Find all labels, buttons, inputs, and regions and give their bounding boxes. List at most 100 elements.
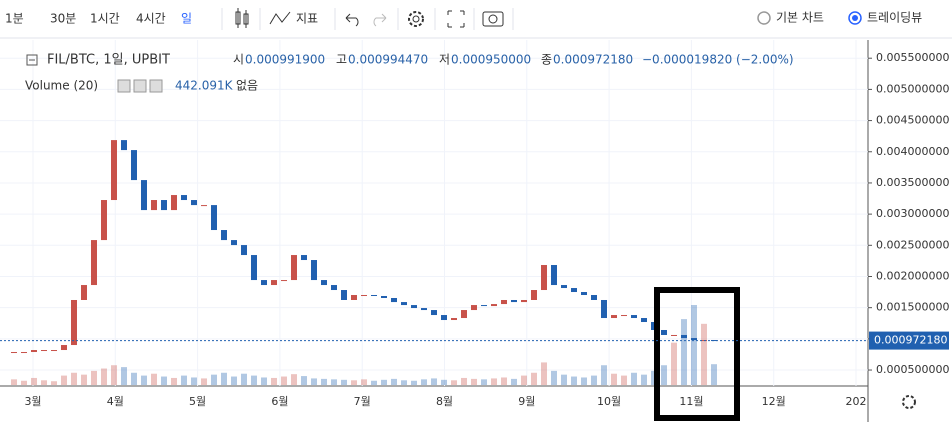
redo[interactable] xyxy=(373,13,387,27)
candle xyxy=(561,285,567,289)
symbol[interactable]: FIL/BTC, 1일, UPBIT xyxy=(47,53,170,68)
candle xyxy=(271,280,277,286)
x-tick-label: 3월 xyxy=(24,395,41,408)
plot xyxy=(0,40,868,386)
volume-bar xyxy=(461,377,467,385)
volume-bar xyxy=(241,373,247,385)
radio[interactable] xyxy=(757,11,771,25)
volume-bar xyxy=(411,380,417,385)
highlight-box xyxy=(654,287,740,421)
candle xyxy=(161,200,167,211)
collapse-icon[interactable] xyxy=(26,54,38,66)
candle xyxy=(531,290,537,300)
x-tick-label: 12월 xyxy=(762,395,786,408)
volume-bar xyxy=(111,365,117,385)
candle xyxy=(591,295,597,300)
candle xyxy=(501,299,507,305)
volume-ma: 없음 xyxy=(236,79,258,93)
interval-button[interactable]: 1분 xyxy=(5,12,24,26)
candle xyxy=(141,180,147,211)
interval-button[interactable]: 30분 xyxy=(50,12,76,26)
ohlc-label: 고 xyxy=(336,53,347,67)
volume-bar xyxy=(361,379,367,385)
undo[interactable] xyxy=(345,13,359,27)
y-tick-label: 0.004500000 xyxy=(876,114,949,127)
candle xyxy=(41,350,47,352)
y-tick-label: 0.005500000 xyxy=(876,51,949,64)
settings[interactable] xyxy=(408,11,424,27)
candle xyxy=(601,299,607,319)
candle xyxy=(31,350,37,353)
screenshot[interactable] xyxy=(482,11,504,27)
indicator-icon[interactable] xyxy=(269,11,291,25)
volume-bar xyxy=(541,362,547,385)
volume-bar xyxy=(711,364,717,385)
axis-settings[interactable] xyxy=(902,395,916,409)
candle xyxy=(21,352,27,354)
volume-bar xyxy=(421,379,427,385)
volume-bar xyxy=(191,377,197,385)
volume-bar xyxy=(511,378,517,385)
volume-bar xyxy=(221,372,227,385)
y-tick-label: 0.003000000 xyxy=(876,207,949,220)
volume-bar xyxy=(481,379,487,385)
settings-core xyxy=(412,15,420,23)
fullscreen[interactable] xyxy=(447,10,465,28)
toolbar: 지표 1분 30분 1시간 4시간 일 기본 차트 트레이딩뷰 xyxy=(5,8,922,30)
volume-bar xyxy=(141,375,147,385)
radio[interactable] xyxy=(848,11,862,25)
y-tick-label: 0.002000000 xyxy=(876,269,949,282)
candle xyxy=(571,288,577,293)
volume-bar xyxy=(591,375,597,385)
x-tick-label: 4월 xyxy=(107,395,124,408)
candle xyxy=(641,318,647,323)
candle xyxy=(311,260,317,281)
volume-bar xyxy=(161,376,167,385)
interval-button[interactable]: 4시간 xyxy=(136,12,166,26)
y-tick-label: 0.003500000 xyxy=(876,176,949,189)
volume-bar xyxy=(101,368,107,385)
x-tick-label: 202 xyxy=(846,395,867,408)
volume-bar xyxy=(471,378,477,385)
last-price-label: 0.000972180 xyxy=(874,334,947,347)
volume-bar xyxy=(661,365,667,385)
settings-icon[interactable] xyxy=(133,79,147,93)
volume-bar xyxy=(151,373,157,385)
candle-icon[interactable] xyxy=(235,8,249,28)
radio-dot xyxy=(852,15,858,21)
candle xyxy=(131,150,137,181)
candle xyxy=(621,315,627,317)
candle xyxy=(61,345,67,351)
volume-bar xyxy=(391,378,397,385)
x-tick-label: 7월 xyxy=(354,395,371,408)
y-tick-label: 0.005000000 xyxy=(876,82,949,95)
candle xyxy=(631,315,637,319)
candle xyxy=(71,299,77,346)
volume-bar xyxy=(431,378,437,385)
interval-button[interactable]: 1시간 xyxy=(90,12,120,26)
candle xyxy=(401,302,407,306)
candle xyxy=(101,200,107,241)
candle xyxy=(251,255,257,281)
candle xyxy=(471,305,477,311)
interval-button[interactable]: 일 xyxy=(181,12,192,26)
candle xyxy=(661,329,667,335)
y-tick-label: 0.001500000 xyxy=(876,301,949,314)
chart-mode[interactable]: 기본 차트 xyxy=(776,11,824,25)
candle xyxy=(261,280,267,286)
volume-bar xyxy=(261,377,267,385)
ohlc-value: 0.000972180 xyxy=(553,53,633,67)
ohlc-value: 0.000950000 xyxy=(451,53,531,67)
volume-bar xyxy=(201,378,207,385)
indicators-button[interactable]: 지표 xyxy=(296,12,318,26)
eye-icon[interactable] xyxy=(117,79,131,93)
candle xyxy=(171,195,177,211)
candle xyxy=(431,310,437,316)
volume-bar xyxy=(621,375,627,385)
candle xyxy=(241,245,247,256)
volume-bar xyxy=(531,372,537,385)
volume-bar xyxy=(701,323,707,385)
volume-bar xyxy=(281,376,287,385)
close-icon[interactable] xyxy=(149,79,163,93)
chart-mode[interactable]: 트레이딩뷰 xyxy=(867,11,922,25)
